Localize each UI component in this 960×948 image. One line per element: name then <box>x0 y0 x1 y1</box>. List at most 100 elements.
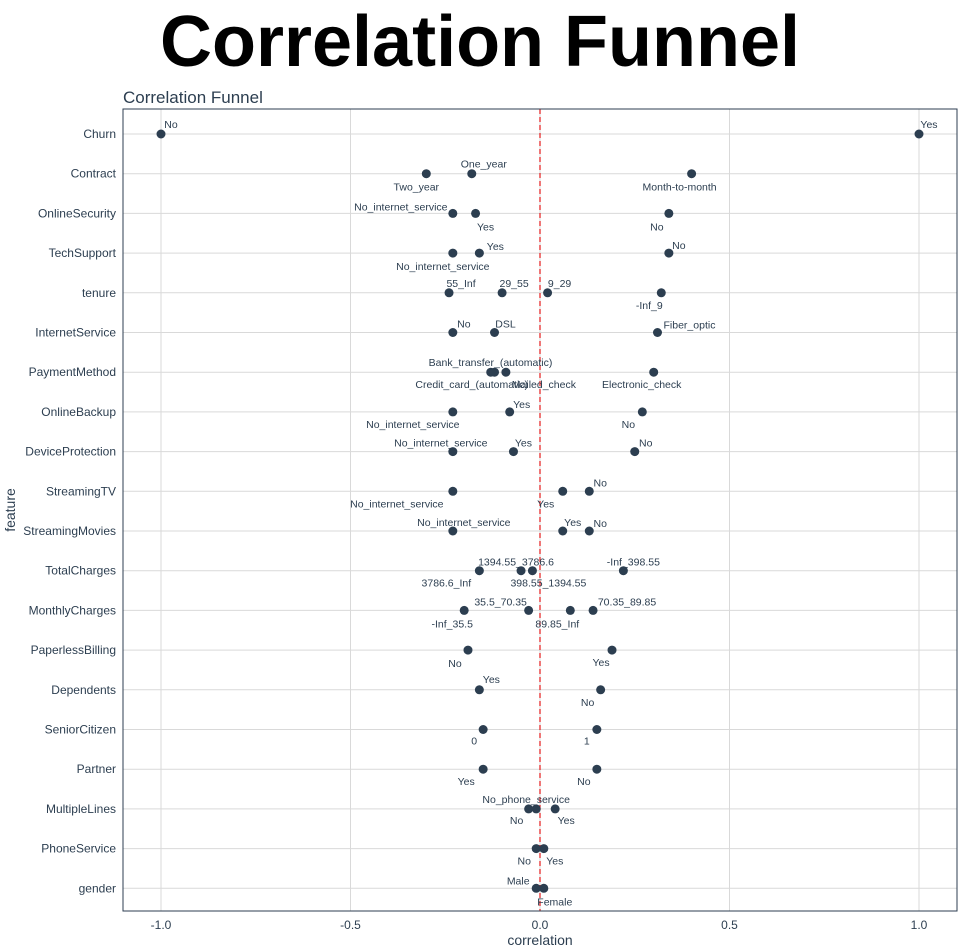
y-tick-label: gender <box>79 881 116 895</box>
point-label: 70.35_89.85 <box>598 596 657 608</box>
data-point <box>524 804 534 814</box>
data-point <box>539 883 549 893</box>
point-label: Yes <box>920 119 937 131</box>
point-label: Yes <box>558 815 575 827</box>
point-label: 1394.55_3786.6 <box>478 557 554 569</box>
y-tick-label: PaperlessBilling <box>31 643 116 657</box>
data-point <box>421 169 431 179</box>
data-point <box>630 447 640 457</box>
data-point <box>558 526 568 536</box>
data-point <box>656 288 666 298</box>
point-label: No <box>650 221 664 233</box>
point-label: Yes <box>515 438 532 450</box>
point-label: Yes <box>513 399 530 411</box>
x-tick-label: -0.5 <box>340 918 361 932</box>
data-point <box>490 328 500 337</box>
point-label: No <box>672 240 686 252</box>
point-label: Mailed_check <box>512 379 577 391</box>
point-label: No <box>594 477 608 489</box>
data-point <box>501 367 511 377</box>
point-label: Yes <box>483 674 500 686</box>
point-labels: No Yes Two_year One_year Month-to-month No_in… <box>164 119 937 908</box>
y-tick-label: StreamingMovies <box>23 524 116 538</box>
point-label: 1 <box>584 736 590 748</box>
point-label: No_internet_service <box>350 498 444 510</box>
point-label: 3786.6_Inf <box>422 578 472 590</box>
point-label: Credit_card_(automatic) <box>415 379 528 391</box>
point-label: No_internet_service <box>396 261 490 273</box>
chart-title: Correlation Funnel <box>123 88 263 107</box>
point-label: No_internet_service <box>394 438 488 450</box>
point-label: Bank_transfer_(automatic) <box>429 357 553 369</box>
point-label: Fiber_optic <box>664 320 716 332</box>
data-point <box>448 208 458 218</box>
x-axis-label: correlation <box>507 932 572 948</box>
point-label: No <box>517 856 531 868</box>
y-tick-label: Dependents <box>51 683 116 697</box>
data-point <box>448 526 458 536</box>
data-point <box>565 605 575 615</box>
y-tick-label: InternetService <box>35 326 116 340</box>
data-point <box>474 566 484 576</box>
y-tick-label: TechSupport <box>49 246 117 260</box>
y-tick-label: tenure <box>82 286 116 300</box>
point-label: 55_Inf <box>446 278 475 290</box>
point-label: 9_29 <box>548 278 572 290</box>
data-point <box>448 447 458 457</box>
data-point <box>463 645 473 655</box>
point-label: Electronic_check <box>602 379 682 391</box>
plot-panel-border <box>122 108 958 912</box>
data-point <box>607 645 617 655</box>
data-point <box>478 725 488 734</box>
data-point <box>543 288 553 298</box>
data-point <box>524 605 534 615</box>
data-point <box>618 566 628 576</box>
point-label: No <box>510 815 524 827</box>
point-label: Month-to-month <box>643 182 717 194</box>
y-tick-label: TotalCharges <box>45 564 116 578</box>
point-label: Yes <box>546 856 563 868</box>
y-tick-label: PaymentMethod <box>29 365 116 379</box>
point-label: 0 <box>471 736 477 748</box>
point-label: Female <box>537 896 572 908</box>
data-point <box>592 764 602 774</box>
point-label: Yes <box>458 776 475 788</box>
data-point <box>505 407 515 417</box>
point-label: Yes <box>564 517 581 529</box>
data-point <box>531 804 541 814</box>
x-tick-label: 1.0 <box>911 918 928 932</box>
y-tick-label: MultipleLines <box>46 802 116 816</box>
data-point <box>448 407 458 417</box>
x-axis-tick-labels: -1.0 -0.5 0.0 0.5 1.0 <box>151 918 928 932</box>
data-point <box>584 526 594 536</box>
data-points <box>156 129 924 893</box>
data-point <box>444 288 454 298</box>
data-point <box>592 725 602 734</box>
data-point <box>531 844 541 854</box>
point-label: No <box>457 319 471 331</box>
point-label: No <box>577 776 591 788</box>
data-point <box>539 844 549 854</box>
y-tick-label: Partner <box>77 762 116 776</box>
y-tick-label: StreamingTV <box>46 484 116 498</box>
point-label: No <box>581 697 595 709</box>
y-tick-label: SeniorCitizen <box>45 723 116 737</box>
page-title: Correlation Funnel <box>159 2 801 82</box>
point-label: 35.5_70.35 <box>474 596 527 608</box>
point-label: No <box>594 518 608 530</box>
data-point <box>637 407 647 417</box>
point-label: -Inf_35.5 <box>431 618 473 630</box>
data-point <box>516 566 526 576</box>
point-label: Yes <box>537 498 554 510</box>
data-point <box>490 367 500 377</box>
data-point <box>588 605 598 615</box>
data-point <box>664 208 674 218</box>
data-point <box>914 129 924 139</box>
y-tick-label: Churn <box>83 127 116 141</box>
data-point <box>508 447 518 457</box>
x-tick-label: 0.0 <box>532 918 549 932</box>
point-label: No <box>448 658 462 670</box>
point-label: Male <box>507 875 530 887</box>
point-label: 89.85_Inf <box>535 618 579 630</box>
